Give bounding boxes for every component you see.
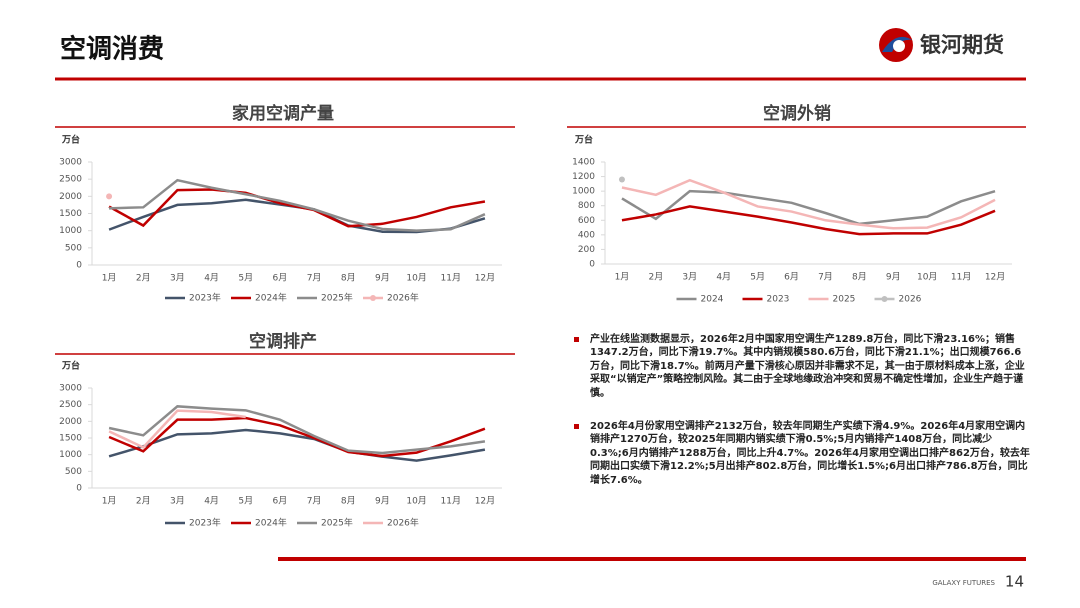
y-tick-label: 600: [578, 216, 595, 226]
legend-marker: [370, 295, 376, 301]
legend-marker: [881, 296, 888, 302]
series-line: [621, 178, 996, 230]
x-tick-label: 10月: [917, 272, 937, 283]
y-tick-label: 0: [76, 261, 82, 271]
x-tick-label: 5月: [238, 496, 253, 507]
y-tick-label: 1000: [59, 226, 82, 236]
series-point: [106, 193, 113, 200]
x-tick-label: 7月: [818, 272, 833, 283]
chart-title: 空调外销: [763, 103, 831, 124]
page-title: 空调消费: [60, 34, 164, 65]
x-tick-label: 9月: [886, 272, 901, 283]
legend-label: 2024年: [255, 517, 287, 529]
x-tick-label: 2月: [649, 272, 664, 283]
legend-label: 2023: [767, 295, 790, 305]
legend-label: 2023年: [189, 292, 221, 304]
x-tick-label: 3月: [170, 273, 185, 284]
x-tick-label: 8月: [852, 272, 867, 283]
y-tick-label: 200: [578, 245, 595, 255]
series-line: [621, 189, 996, 226]
y-tick-label: 1000: [572, 187, 595, 197]
x-tick-label: 1月: [102, 496, 117, 507]
x-tick-label: 5月: [238, 273, 253, 284]
footer-brand: GALAXY FUTURES: [932, 579, 995, 587]
x-tick-label: 10月: [406, 273, 426, 284]
x-tick-label: 8月: [341, 496, 356, 507]
y-tick-label: 1200: [572, 172, 595, 182]
x-tick-label: 3月: [170, 496, 185, 507]
page-number: 14: [1005, 573, 1024, 591]
legend-label: 2025: [833, 295, 856, 305]
series-line: [108, 428, 486, 462]
x-tick-label: 6月: [273, 496, 288, 507]
series-line: [621, 205, 996, 236]
x-tick-label: 9月: [375, 496, 390, 507]
y-tick-label: 1400: [572, 158, 595, 168]
x-tick-label: 11月: [951, 272, 971, 283]
logo-icon: [879, 28, 913, 62]
series-point: [618, 176, 625, 183]
x-tick-label: 8月: [341, 273, 356, 284]
y-tick-label: 1500: [59, 434, 82, 444]
y-tick-label: 2000: [59, 192, 82, 202]
y-tick-label: 2500: [59, 175, 82, 185]
bullet-text: 2026年4月份家用空调排产2132万台，较去年同期生产实绩下滑4.9%。202…: [574, 420, 1030, 487]
y-axis-label: 万台: [61, 134, 80, 146]
legend-label: 2024年: [255, 292, 287, 304]
y-tick-label: 500: [65, 243, 82, 253]
y-tick-label: 800: [578, 201, 595, 211]
legend-label: 2026年: [387, 517, 419, 529]
legend-label: 2023年: [189, 517, 221, 529]
y-tick-label: 2500: [59, 400, 82, 410]
x-tick-label: 12月: [475, 496, 495, 507]
x-tick-label: 7月: [307, 273, 322, 284]
y-tick-label: 1500: [59, 209, 82, 219]
x-tick-label: 3月: [682, 272, 697, 283]
chart-title: 空调排产: [249, 331, 317, 352]
x-tick-label: 5月: [750, 272, 765, 283]
y-tick-label: 1000: [59, 450, 82, 460]
series-line: [109, 178, 486, 232]
legend-label: 2025年: [321, 517, 353, 529]
y-tick-label: 400: [578, 230, 595, 240]
y-axis-label: 万台: [61, 360, 80, 372]
legend-label: 2026: [899, 295, 922, 305]
legend-label: 2026年: [387, 292, 419, 304]
x-tick-label: 1月: [615, 272, 630, 283]
x-tick-label: 10月: [406, 496, 426, 507]
series-line: [108, 416, 486, 458]
x-tick-label: 4月: [204, 496, 219, 507]
y-tick-label: 0: [589, 260, 595, 270]
series-line: [108, 405, 486, 455]
legend-label: 2025年: [321, 292, 353, 304]
x-tick-label: 2月: [136, 273, 151, 284]
x-tick-label: 7月: [307, 496, 322, 507]
x-tick-label: 6月: [273, 273, 288, 284]
y-tick-label: 2000: [59, 417, 82, 427]
x-tick-label: 2月: [136, 496, 151, 507]
x-tick-label: 12月: [985, 272, 1005, 283]
legend-label: 2024: [701, 295, 724, 305]
x-tick-label: 6月: [784, 272, 799, 283]
logo-text: 银河期货: [920, 33, 1004, 57]
x-tick-label: 4月: [204, 273, 219, 284]
x-tick-label: 12月: [475, 273, 495, 284]
chart-title: 家用空调产量: [232, 103, 334, 124]
x-tick-label: 11月: [441, 496, 461, 507]
bullet-text: 产业在线监测数据显示，2026年2月中国家用空调生产1289.8万台，同比下滑2…: [574, 333, 1030, 400]
y-tick-label: 3000: [59, 158, 82, 168]
x-tick-label: 9月: [375, 273, 390, 284]
series-line: [108, 409, 246, 449]
y-tick-label: 0: [76, 484, 82, 494]
x-tick-label: 4月: [716, 272, 731, 283]
y-tick-label: 500: [65, 467, 82, 477]
y-tick-label: 3000: [59, 384, 82, 394]
series-line: [108, 188, 486, 228]
x-tick-label: 1月: [102, 273, 117, 284]
x-tick-label: 11月: [441, 273, 461, 284]
y-axis-label: 万台: [574, 134, 593, 146]
